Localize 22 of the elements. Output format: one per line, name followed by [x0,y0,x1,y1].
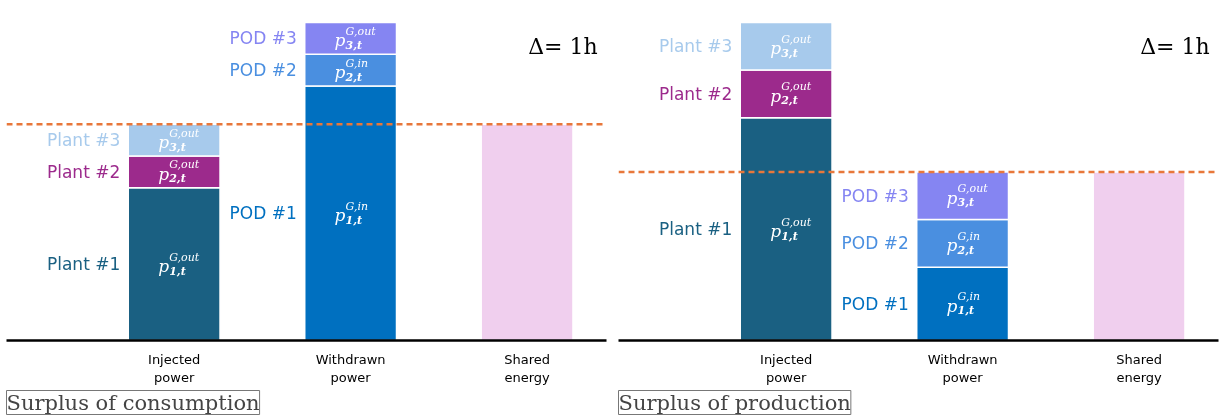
x-tick-label: Withdrawn power [927,351,998,385]
text: Surplus of production [618,390,851,415]
x-tick-label: Withdrawn power [315,351,386,385]
series-label: Plant #3 [46,130,121,151]
series-label: POD #3 [229,28,297,49]
annotation: Δ= 1h [1140,34,1210,60]
series-label: POD #2 [841,233,909,254]
series-label: POD #1 [229,203,297,224]
annotation: Δ= 1h [528,34,598,60]
series-label: POD #1 [841,293,909,314]
series-label: Plant #3 [658,36,733,57]
x-tick-label: Injected power [760,351,813,385]
x-tick-label: Injected power [148,351,201,385]
series-label: POD #2 [229,60,297,81]
series-label: Plant #2 [658,83,733,104]
text: Surplus of consumption [6,390,260,415]
x-tick-label: Shared energy [504,351,551,385]
series-label: Plant #1 [46,254,121,275]
series-label: POD #3 [841,185,909,206]
series-label: Plant #2 [46,161,121,182]
series-label: Plant #1 [658,219,733,240]
x-tick-label: Shared energy [1116,351,1163,385]
